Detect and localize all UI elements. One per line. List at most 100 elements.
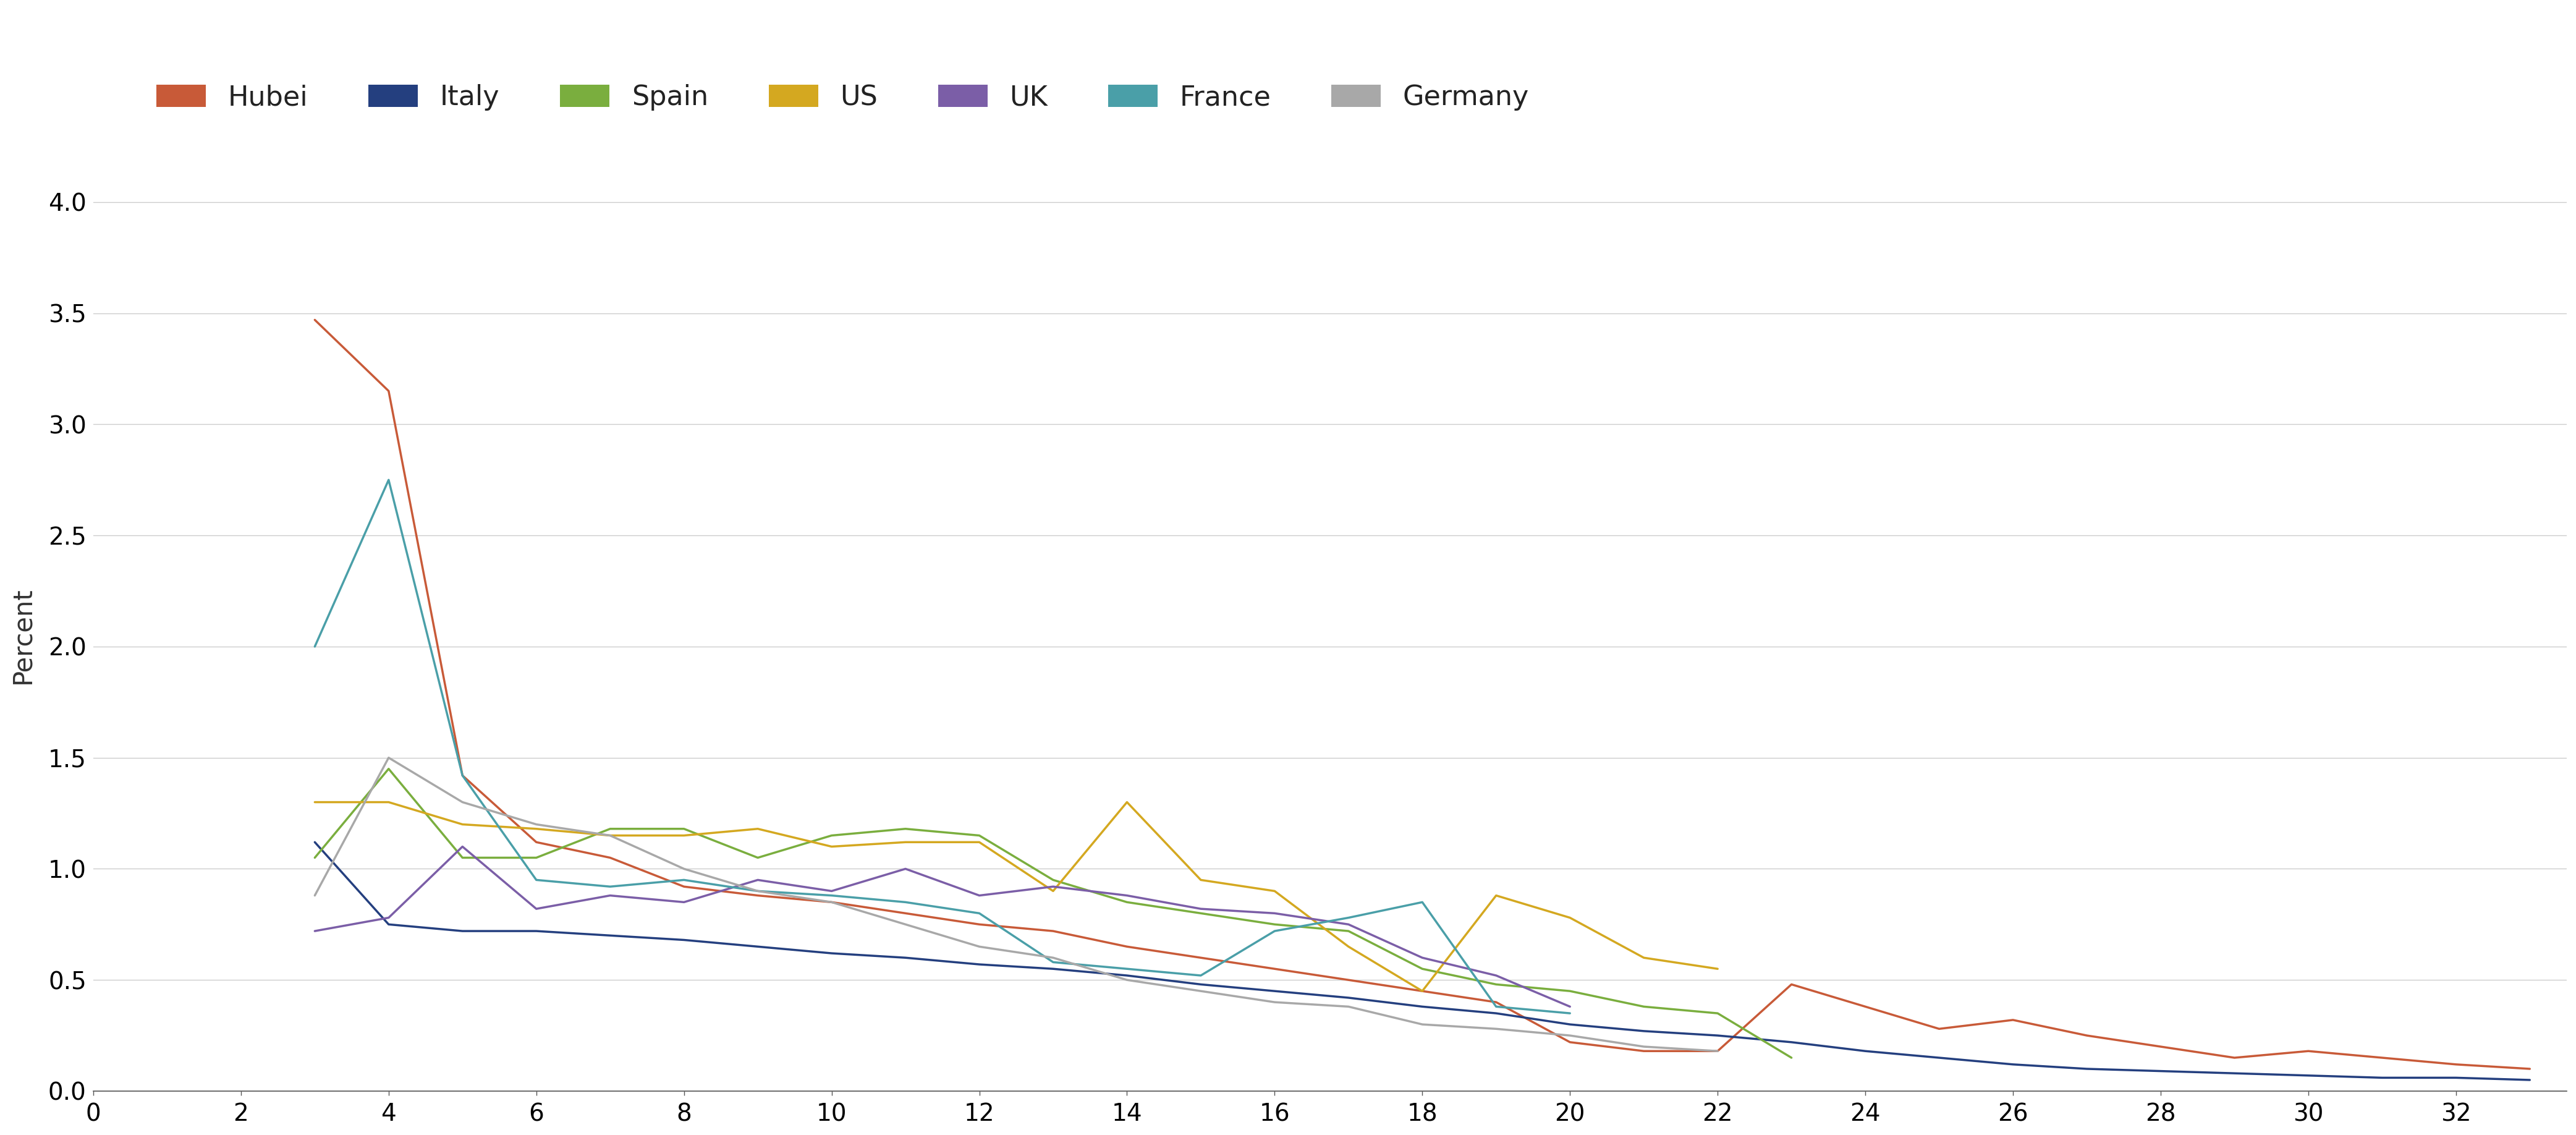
France <box>742 884 773 898</box>
Italy <box>448 924 479 938</box>
Line: Germany: Germany <box>314 758 1718 1051</box>
Italy <box>1038 962 1069 976</box>
Y-axis label: Percent: Percent <box>10 587 36 684</box>
Italy <box>1185 977 1216 991</box>
US <box>1553 911 1584 925</box>
Spain <box>374 762 404 775</box>
Italy <box>2514 1074 2545 1087</box>
Hubei <box>742 889 773 902</box>
France <box>595 880 626 893</box>
Germany <box>520 817 551 831</box>
US <box>891 835 922 849</box>
Spain <box>1703 1007 1734 1020</box>
US <box>520 822 551 835</box>
France <box>1332 911 1363 925</box>
Italy <box>742 940 773 953</box>
UK <box>520 902 551 916</box>
Italy <box>1775 1035 1806 1049</box>
Italy <box>2439 1071 2470 1085</box>
Germany <box>1038 951 1069 965</box>
France <box>520 873 551 886</box>
Italy <box>520 924 551 938</box>
Italy <box>817 947 848 960</box>
Germany <box>742 884 773 898</box>
Germany <box>1406 1018 1437 1032</box>
France <box>299 640 330 654</box>
US <box>1110 796 1141 809</box>
Spain <box>1481 977 1512 991</box>
Hubei <box>2439 1058 2470 1071</box>
Hubei <box>2071 1028 2102 1042</box>
UK <box>448 840 479 854</box>
France <box>1553 1007 1584 1020</box>
Hubei <box>1628 1044 1659 1058</box>
Line: France: France <box>314 480 1569 1014</box>
Germany <box>963 940 994 953</box>
Italy <box>1628 1024 1659 1037</box>
Italy <box>1850 1044 1880 1058</box>
UK <box>963 889 994 902</box>
Hubei <box>1850 1000 1880 1014</box>
Spain <box>817 829 848 842</box>
Spain <box>595 822 626 835</box>
Italy <box>1260 984 1291 998</box>
UK <box>891 861 922 875</box>
Hubei <box>1260 962 1291 976</box>
France <box>817 889 848 902</box>
US <box>299 796 330 809</box>
Italy <box>1553 1018 1584 1032</box>
France <box>448 768 479 782</box>
Spain <box>1775 1051 1806 1065</box>
US <box>1185 873 1216 886</box>
US <box>374 796 404 809</box>
Hubei <box>2367 1051 2398 1065</box>
Italy <box>2367 1071 2398 1085</box>
Spain <box>963 829 994 842</box>
Hubei <box>1406 984 1437 998</box>
UK <box>595 889 626 902</box>
UK <box>1332 917 1363 931</box>
Italy <box>1703 1028 1734 1042</box>
UK <box>1110 889 1141 902</box>
Germany <box>1332 1000 1363 1014</box>
US <box>1481 889 1512 902</box>
Spain <box>1332 924 1363 938</box>
UK <box>817 884 848 898</box>
Italy <box>1481 1007 1512 1020</box>
Legend: Hubei, Italy, Spain, US, UK, France, Germany: Hubei, Italy, Spain, US, UK, France, Ger… <box>157 84 1530 111</box>
Germany <box>1185 984 1216 998</box>
Italy <box>374 917 404 931</box>
Germany <box>299 889 330 902</box>
Hubei <box>2146 1040 2177 1053</box>
Hubei <box>1553 1035 1584 1049</box>
Italy <box>2218 1067 2249 1081</box>
France <box>963 907 994 920</box>
Hubei <box>374 384 404 397</box>
Hubei <box>299 313 330 327</box>
UK <box>1553 1000 1584 1014</box>
Spain <box>1110 896 1141 909</box>
France <box>1110 962 1141 976</box>
US <box>448 817 479 831</box>
UK <box>1185 902 1216 916</box>
Germany <box>1628 1040 1659 1053</box>
Italy <box>1996 1058 2027 1071</box>
Spain <box>670 822 701 835</box>
Spain <box>891 822 922 835</box>
Italy <box>670 933 701 947</box>
Spain <box>742 851 773 865</box>
US <box>817 840 848 854</box>
US <box>963 835 994 849</box>
US <box>1038 884 1069 898</box>
Hubei <box>1703 1044 1734 1058</box>
Hubei <box>1185 951 1216 965</box>
US <box>1332 940 1363 953</box>
Hubei <box>1110 940 1141 953</box>
Line: US: US <box>314 802 1718 991</box>
Spain <box>1628 1000 1659 1014</box>
UK <box>1260 907 1291 920</box>
UK <box>374 911 404 925</box>
Italy <box>2146 1065 2177 1078</box>
Hubei <box>1332 973 1363 986</box>
Line: Italy: Italy <box>314 842 2530 1081</box>
